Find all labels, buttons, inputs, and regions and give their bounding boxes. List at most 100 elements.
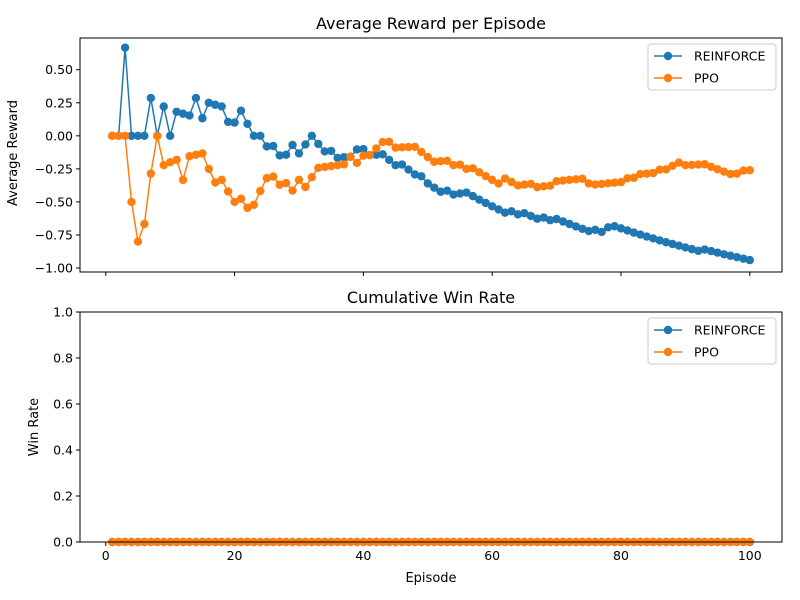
reward-data-point-ppo bbox=[256, 186, 265, 196]
reward-data-point-reinforce bbox=[140, 131, 149, 141]
reward-data-point-ppo bbox=[404, 142, 413, 152]
reward-data-point-ppo bbox=[359, 151, 368, 160]
reward-data-point-ppo bbox=[700, 160, 709, 169]
reward-legend: REINFORCE PPO bbox=[647, 43, 777, 91]
reward-data-point-ppo bbox=[539, 182, 548, 191]
reward-ytick-label: 0.25 bbox=[45, 95, 73, 110]
reward-data-point-reinforce bbox=[545, 215, 555, 225]
reward-data-point-ppo bbox=[706, 162, 716, 171]
reward-data-point-reinforce bbox=[648, 234, 658, 243]
reward-axes-frame bbox=[79, 37, 783, 273]
reward-data-point-reinforce bbox=[687, 244, 697, 254]
winrate-ytick-label: 0.6 bbox=[53, 397, 73, 412]
reward-data-point-reinforce bbox=[198, 114, 207, 123]
reward-data-point-ppo bbox=[436, 157, 445, 166]
reward-data-point-reinforce bbox=[584, 226, 593, 236]
reward-data-point-ppo bbox=[487, 175, 497, 185]
reward-ytick-label: 0.50 bbox=[45, 62, 73, 77]
winrate-ytick-label: 1.0 bbox=[53, 305, 73, 320]
winrate-legend-label-reinforce: REINFORCE bbox=[694, 323, 765, 338]
reward-data-point-ppo bbox=[275, 180, 284, 189]
reward-data-point-ppo bbox=[153, 131, 162, 141]
reward-data-point-reinforce bbox=[655, 236, 664, 245]
reward-data-point-reinforce bbox=[533, 214, 542, 223]
winrate-legend-label-ppo: PPO bbox=[694, 345, 719, 360]
reward-data-point-ppo bbox=[726, 169, 735, 179]
reward-chart-title: Average Reward per Episode bbox=[316, 14, 546, 33]
reward-data-point-reinforce bbox=[668, 239, 677, 249]
reward-data-point-reinforce bbox=[230, 118, 239, 127]
reward-data-point-reinforce bbox=[217, 102, 226, 111]
reward-data-point-reinforce bbox=[204, 98, 214, 107]
reward-data-point-reinforce bbox=[404, 165, 413, 174]
winrate-ytick-label: 0.4 bbox=[53, 443, 73, 458]
reward-data-point-reinforce bbox=[481, 198, 490, 208]
reward-data-point-ppo bbox=[629, 173, 639, 182]
reward-data-point-ppo bbox=[178, 175, 188, 185]
reward-data-point-ppo bbox=[114, 131, 123, 141]
reward-data-point-ppo bbox=[455, 160, 465, 169]
reward-data-point-ppo bbox=[648, 168, 658, 178]
reward-data-point-ppo bbox=[223, 187, 233, 196]
reward-data-point-reinforce bbox=[610, 222, 619, 231]
reward-data-point-ppo bbox=[610, 178, 619, 187]
reward-ytick-label: −0.75 bbox=[35, 227, 73, 242]
reward-data-point-reinforce bbox=[236, 106, 246, 115]
reward-data-point-ppo bbox=[198, 149, 207, 158]
reward-data-point-ppo bbox=[352, 158, 362, 168]
reward-data-point-reinforce bbox=[397, 160, 407, 169]
reward-data-point-ppo bbox=[616, 177, 626, 187]
reward-data-point-ppo bbox=[120, 131, 130, 141]
reward-data-point-ppo bbox=[481, 171, 490, 181]
winrate-legend: REINFORCE PPO bbox=[647, 317, 777, 365]
reward-data-point-reinforce bbox=[281, 150, 291, 159]
reward-data-point-reinforce bbox=[191, 93, 201, 103]
winrate-xtick-label: 40 bbox=[355, 548, 371, 563]
reward-data-point-reinforce bbox=[597, 227, 606, 237]
reward-data-point-ppo bbox=[732, 169, 742, 178]
reward-data-point-reinforce bbox=[732, 252, 742, 262]
reward-data-point-ppo bbox=[591, 180, 600, 189]
reward-data-point-reinforce bbox=[256, 131, 265, 141]
reward-data-point-ppo bbox=[391, 143, 400, 152]
reward-data-point-reinforce bbox=[314, 139, 323, 149]
reward-data-point-ppo bbox=[191, 150, 201, 159]
winrate-ytick-label: 0.0 bbox=[53, 535, 73, 550]
reward-data-point-ppo bbox=[146, 169, 156, 178]
winrate-ytick-label: 0.2 bbox=[53, 489, 73, 504]
reward-data-point-ppo bbox=[185, 151, 194, 161]
reward-data-point-reinforce bbox=[262, 142, 271, 151]
reward-data-point-ppo bbox=[314, 163, 323, 173]
winrate-subplot: Cumulative Win Rate Win Rate Episode 0 20… bbox=[27, 288, 783, 586]
reward-data-point-ppo bbox=[140, 219, 149, 229]
reward-data-point-reinforce bbox=[642, 232, 651, 241]
reward-data-point-reinforce bbox=[269, 141, 278, 151]
reward-data-point-reinforce bbox=[333, 153, 342, 163]
reward-data-point-ppo bbox=[365, 150, 375, 160]
reward-data-point-ppo bbox=[127, 197, 136, 207]
reward-data-point-reinforce bbox=[513, 210, 523, 219]
reward-data-point-reinforce bbox=[578, 224, 587, 233]
reward-data-point-reinforce bbox=[719, 250, 729, 259]
reward-data-point-ppo bbox=[307, 173, 317, 182]
reward-data-point-ppo bbox=[288, 186, 297, 195]
reward-data-point-reinforce bbox=[120, 43, 130, 52]
reward-data-point-reinforce bbox=[307, 131, 317, 141]
reward-data-point-reinforce bbox=[294, 149, 304, 158]
reward-legend-dot-reinforce bbox=[663, 51, 673, 61]
reward-data-point-reinforce bbox=[487, 202, 497, 211]
reward-data-point-ppo bbox=[545, 181, 555, 190]
reward-data-point-ppo bbox=[668, 161, 677, 171]
reward-data-point-reinforce bbox=[539, 213, 548, 222]
reward-subplot: Average Reward per Episode Average Rewar… bbox=[6, 14, 783, 276]
reward-data-point-reinforce bbox=[243, 119, 252, 128]
reward-data-point-reinforce bbox=[320, 147, 329, 156]
reward-data-point-ppo bbox=[636, 169, 645, 179]
reward-data-point-reinforce bbox=[694, 246, 703, 256]
reward-data-point-reinforce bbox=[339, 153, 349, 162]
winrate-axes-frame bbox=[79, 311, 783, 543]
reward-data-point-ppo bbox=[397, 143, 407, 152]
reward-data-point-reinforce bbox=[378, 150, 387, 159]
reward-data-point-reinforce bbox=[172, 107, 181, 116]
